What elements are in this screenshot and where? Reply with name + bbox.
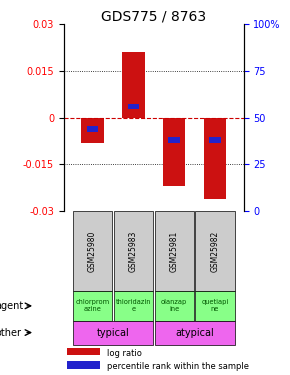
Bar	[81, 118, 104, 142]
Title: GDS775 / 8763: GDS775 / 8763	[101, 9, 206, 23]
Bar	[67, 362, 100, 369]
Bar	[73, 211, 112, 291]
Bar	[195, 291, 235, 321]
Text: log ratio: log ratio	[107, 349, 142, 358]
Bar	[155, 211, 194, 291]
Bar	[67, 348, 100, 355]
Text: olanzap
ine: olanzap ine	[161, 299, 187, 312]
Bar	[128, 104, 139, 110]
Bar	[155, 321, 235, 345]
Text: other: other	[0, 327, 21, 338]
Bar	[195, 211, 235, 291]
Bar	[204, 118, 226, 199]
Bar	[122, 53, 144, 118]
Bar	[155, 291, 194, 321]
Text: percentile rank within the sample: percentile rank within the sample	[107, 362, 249, 371]
Bar	[168, 137, 180, 143]
Bar	[87, 126, 98, 132]
Text: chlorprom
azine: chlorprom azine	[75, 299, 109, 312]
Text: quetiapi
ne: quetiapi ne	[201, 299, 229, 312]
Text: GSM25980: GSM25980	[88, 231, 97, 272]
Bar	[73, 321, 153, 345]
Text: GSM25982: GSM25982	[211, 231, 220, 272]
Text: GSM25981: GSM25981	[170, 231, 179, 272]
Text: GSM25983: GSM25983	[129, 231, 138, 272]
Bar	[114, 211, 153, 291]
Text: typical: typical	[97, 327, 129, 338]
Bar	[209, 137, 221, 143]
Text: atypical: atypical	[175, 327, 214, 338]
Text: thioridazin
e: thioridazin e	[115, 299, 151, 312]
Bar	[163, 118, 185, 186]
Bar	[73, 291, 112, 321]
Text: agent: agent	[0, 301, 24, 311]
Bar	[114, 291, 153, 321]
